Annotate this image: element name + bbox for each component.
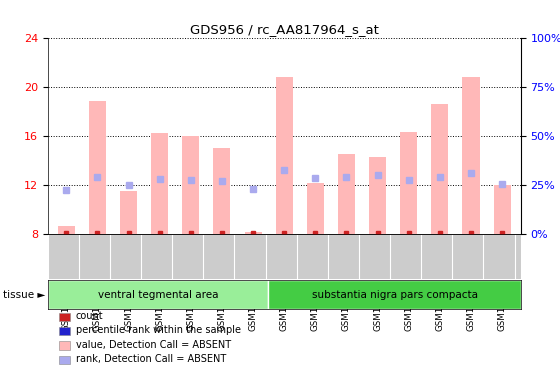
Text: rank, Detection Call = ABSENT: rank, Detection Call = ABSENT — [76, 354, 226, 364]
Bar — [182, 136, 199, 234]
Bar — [338, 154, 355, 234]
Text: ventral tegmental area: ventral tegmental area — [98, 290, 218, 300]
Bar — [431, 104, 449, 234]
Bar — [245, 232, 262, 234]
Bar — [268, 280, 521, 309]
Text: value, Detection Call = ABSENT: value, Detection Call = ABSENT — [76, 340, 231, 350]
Bar — [276, 77, 293, 234]
Text: tissue ►: tissue ► — [3, 290, 45, 300]
Bar — [493, 185, 511, 234]
Text: percentile rank within the sample: percentile rank within the sample — [76, 326, 241, 335]
Text: substantia nigra pars compacta: substantia nigra pars compacta — [311, 290, 478, 300]
Bar — [120, 191, 137, 234]
Bar — [213, 148, 231, 234]
Bar — [151, 134, 168, 234]
Bar — [400, 132, 417, 234]
Bar — [89, 102, 106, 234]
Bar — [307, 183, 324, 234]
Title: GDS956 / rc_AA817964_s_at: GDS956 / rc_AA817964_s_at — [190, 23, 379, 36]
Bar — [369, 157, 386, 234]
Bar — [48, 280, 268, 309]
Bar — [58, 226, 75, 234]
Text: count: count — [76, 311, 103, 321]
Bar — [463, 77, 479, 234]
